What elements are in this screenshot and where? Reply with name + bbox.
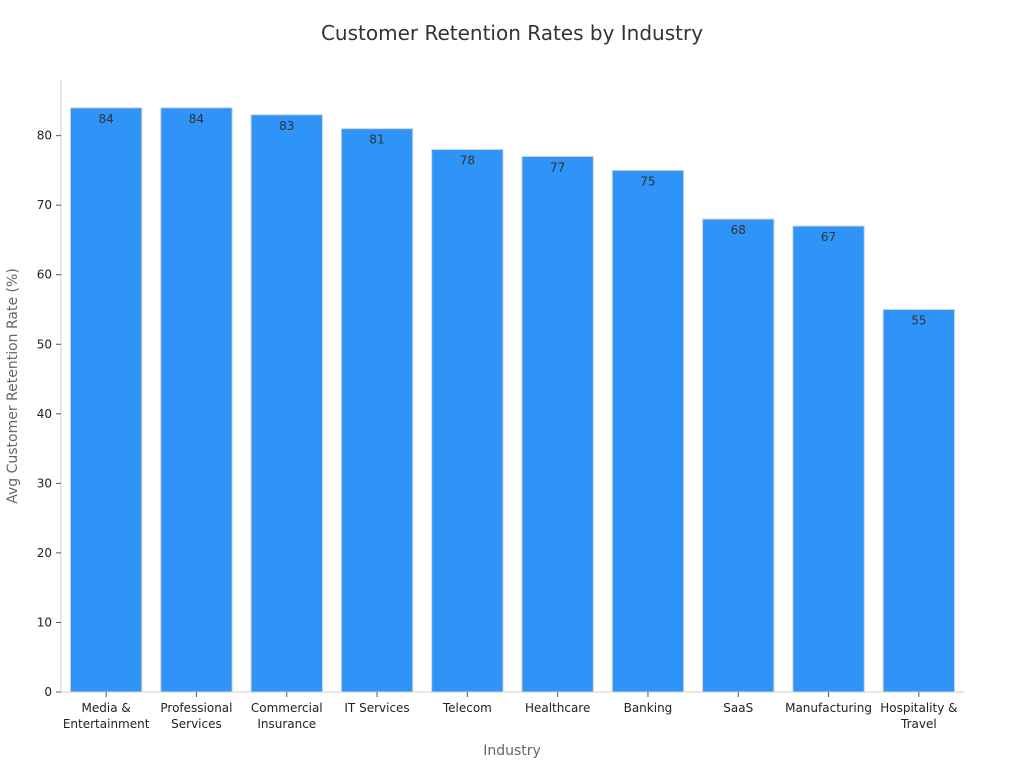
x-tick-label-line: Banking	[624, 701, 673, 715]
x-tick-label: Telecom	[442, 701, 492, 715]
x-axis-label: Industry	[483, 743, 541, 759]
x-tick-label-line: Healthcare	[525, 701, 590, 715]
y-tick-label: 20	[37, 546, 52, 560]
bar-value-label: 84	[189, 112, 204, 126]
x-tick-label-line: Media &	[82, 701, 131, 715]
bar-value-label: 67	[821, 230, 836, 244]
bar-value-label: 55	[911, 314, 926, 328]
bars	[69, 107, 956, 693]
bar	[521, 156, 594, 693]
x-tick-label: Healthcare	[525, 701, 590, 715]
x-tick-label: SaaS	[723, 701, 753, 715]
bar	[431, 149, 504, 693]
y-tick-label: 70	[37, 198, 52, 212]
data-labels: 84 84 83 81 78 77 75 68 67 55	[99, 112, 927, 328]
bar	[882, 309, 956, 693]
x-tick-label: Banking	[624, 701, 673, 715]
bar-value-label: 78	[460, 154, 475, 168]
x-tick-label-line: Hospitality &	[880, 701, 957, 715]
y-tick-label: 30	[37, 476, 52, 490]
bar	[69, 107, 143, 693]
y-tick-label: 0	[44, 685, 52, 699]
bar-value-label: 75	[640, 174, 655, 188]
x-tick-label-line: Telecom	[442, 701, 492, 715]
x-tick-label-line: Entertainment	[63, 717, 150, 731]
bar	[611, 169, 685, 693]
x-tick-label: IT Services	[344, 701, 409, 715]
x-tick-label: Media & Entertainment	[63, 701, 150, 731]
x-tick-label-line: Manufacturing	[785, 701, 872, 715]
y-ticks: 0 10 20 30 40 50 60 70 80	[37, 129, 61, 699]
x-tick-label-line: Services	[171, 717, 222, 731]
bar	[702, 218, 775, 693]
bar-value-label: 68	[731, 223, 746, 237]
bar-value-label: 84	[99, 112, 114, 126]
x-tick-label-line: Travel	[900, 717, 937, 731]
x-ticks: Media & Entertainment Professional Services…	[63, 692, 957, 731]
y-tick-label: 10	[37, 615, 52, 629]
bar	[250, 114, 323, 693]
bar	[340, 128, 414, 693]
x-tick-label-line: Commercial	[251, 701, 323, 715]
x-tick-label: Hospitality & Travel	[880, 701, 957, 731]
bar-value-label: 83	[279, 119, 294, 133]
x-tick-label-line: Professional	[160, 701, 232, 715]
x-tick-label-line: Insurance	[257, 717, 316, 731]
x-tick-label-line: IT Services	[344, 701, 409, 715]
y-tick-label: 40	[37, 407, 52, 421]
chart-title: Customer Retention Rates by Industry	[321, 21, 703, 45]
x-tick-label: Commercial Insurance	[251, 701, 323, 731]
bar	[792, 225, 865, 693]
x-tick-label: Professional Services	[160, 701, 232, 731]
y-tick-label: 80	[37, 129, 52, 143]
bar-value-label: 81	[369, 133, 384, 147]
bar-value-label: 77	[550, 161, 565, 175]
y-axis-label: Avg Customer Retention Rate (%)	[5, 268, 21, 504]
y-tick-label: 60	[37, 268, 52, 282]
y-tick-label: 50	[37, 337, 52, 351]
x-tick-label: Manufacturing	[785, 701, 872, 715]
bar	[160, 107, 233, 693]
x-tick-label-line: SaaS	[723, 701, 753, 715]
